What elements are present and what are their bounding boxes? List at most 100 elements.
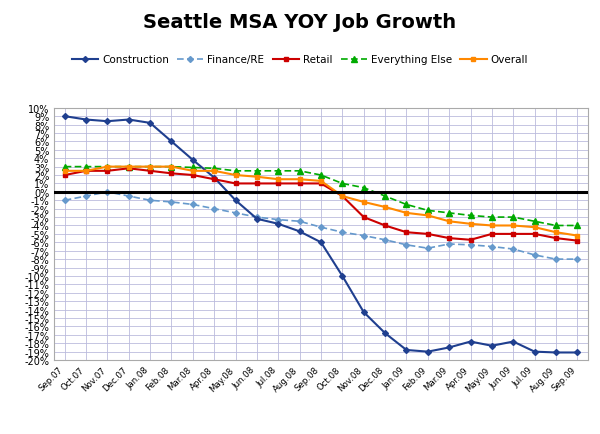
Retail	[253, 181, 260, 187]
Line: Construction: Construction	[62, 115, 580, 355]
Everything Else	[189, 165, 196, 171]
Construction	[574, 350, 581, 355]
Finance/RE	[531, 253, 538, 258]
Finance/RE	[488, 244, 496, 250]
Construction	[296, 229, 303, 234]
Finance/RE	[360, 233, 367, 239]
Overall	[168, 164, 175, 170]
Everything Else	[403, 202, 410, 207]
Everything Else	[232, 169, 239, 174]
Everything Else	[296, 169, 303, 174]
Everything Else	[82, 164, 89, 170]
Overall	[125, 164, 133, 170]
Retail	[488, 232, 496, 237]
Finance/RE	[553, 257, 560, 262]
Finance/RE	[382, 238, 389, 243]
Overall	[61, 169, 68, 174]
Construction	[446, 345, 453, 350]
Construction	[424, 349, 431, 355]
Overall	[211, 169, 218, 174]
Retail	[232, 181, 239, 187]
Everything Else	[467, 213, 474, 218]
Construction	[232, 198, 239, 204]
Construction	[317, 240, 325, 245]
Everything Else	[104, 164, 111, 170]
Retail	[509, 232, 517, 237]
Construction	[275, 222, 282, 227]
Construction	[467, 339, 474, 344]
Construction	[403, 348, 410, 353]
Finance/RE	[424, 246, 431, 251]
Retail	[125, 166, 133, 171]
Line: Retail: Retail	[62, 167, 580, 243]
Construction	[61, 114, 68, 119]
Retail	[189, 173, 196, 178]
Finance/RE	[467, 243, 474, 248]
Overall	[253, 175, 260, 180]
Retail	[317, 181, 325, 187]
Line: Everything Else: Everything Else	[62, 164, 580, 229]
Retail	[146, 169, 154, 174]
Line: Finance/RE: Finance/RE	[62, 191, 580, 262]
Everything Else	[168, 164, 175, 170]
Legend: Construction, Finance/RE, Retail, Everything Else, Overall: Construction, Finance/RE, Retail, Everyt…	[72, 55, 528, 65]
Everything Else	[553, 224, 560, 229]
Everything Else	[125, 164, 133, 170]
Text: Seattle MSA YOY Job Growth: Seattle MSA YOY Job Growth	[143, 13, 457, 32]
Retail	[574, 238, 581, 243]
Overall	[467, 222, 474, 227]
Construction	[104, 119, 111, 125]
Line: Overall: Overall	[62, 165, 580, 238]
Overall	[82, 169, 89, 174]
Retail	[382, 224, 389, 229]
Finance/RE	[403, 243, 410, 248]
Overall	[275, 177, 282, 182]
Construction	[125, 118, 133, 123]
Overall	[232, 173, 239, 178]
Finance/RE	[104, 190, 111, 195]
Everything Else	[382, 194, 389, 199]
Construction	[382, 331, 389, 336]
Finance/RE	[317, 225, 325, 230]
Retail	[275, 181, 282, 187]
Overall	[317, 179, 325, 184]
Overall	[531, 225, 538, 230]
Retail	[339, 194, 346, 199]
Finance/RE	[125, 194, 133, 199]
Overall	[553, 230, 560, 235]
Retail	[168, 171, 175, 177]
Everything Else	[275, 169, 282, 174]
Retail	[446, 236, 453, 241]
Overall	[189, 169, 196, 174]
Overall	[403, 211, 410, 216]
Construction	[253, 217, 260, 222]
Construction	[168, 139, 175, 145]
Finance/RE	[275, 217, 282, 223]
Construction	[553, 350, 560, 355]
Overall	[296, 177, 303, 182]
Finance/RE	[189, 202, 196, 207]
Retail	[424, 232, 431, 237]
Everything Else	[574, 224, 581, 229]
Finance/RE	[339, 230, 346, 235]
Construction	[531, 349, 538, 355]
Retail	[61, 173, 68, 178]
Overall	[446, 219, 453, 224]
Overall	[509, 224, 517, 229]
Finance/RE	[211, 207, 218, 212]
Construction	[509, 339, 517, 344]
Overall	[146, 164, 154, 170]
Everything Else	[253, 169, 260, 174]
Retail	[531, 232, 538, 237]
Construction	[339, 274, 346, 279]
Retail	[104, 169, 111, 174]
Everything Else	[146, 164, 154, 170]
Finance/RE	[146, 198, 154, 204]
Finance/RE	[296, 219, 303, 224]
Finance/RE	[82, 194, 89, 199]
Overall	[382, 205, 389, 210]
Retail	[467, 238, 474, 243]
Everything Else	[446, 211, 453, 216]
Finance/RE	[61, 198, 68, 204]
Everything Else	[339, 181, 346, 187]
